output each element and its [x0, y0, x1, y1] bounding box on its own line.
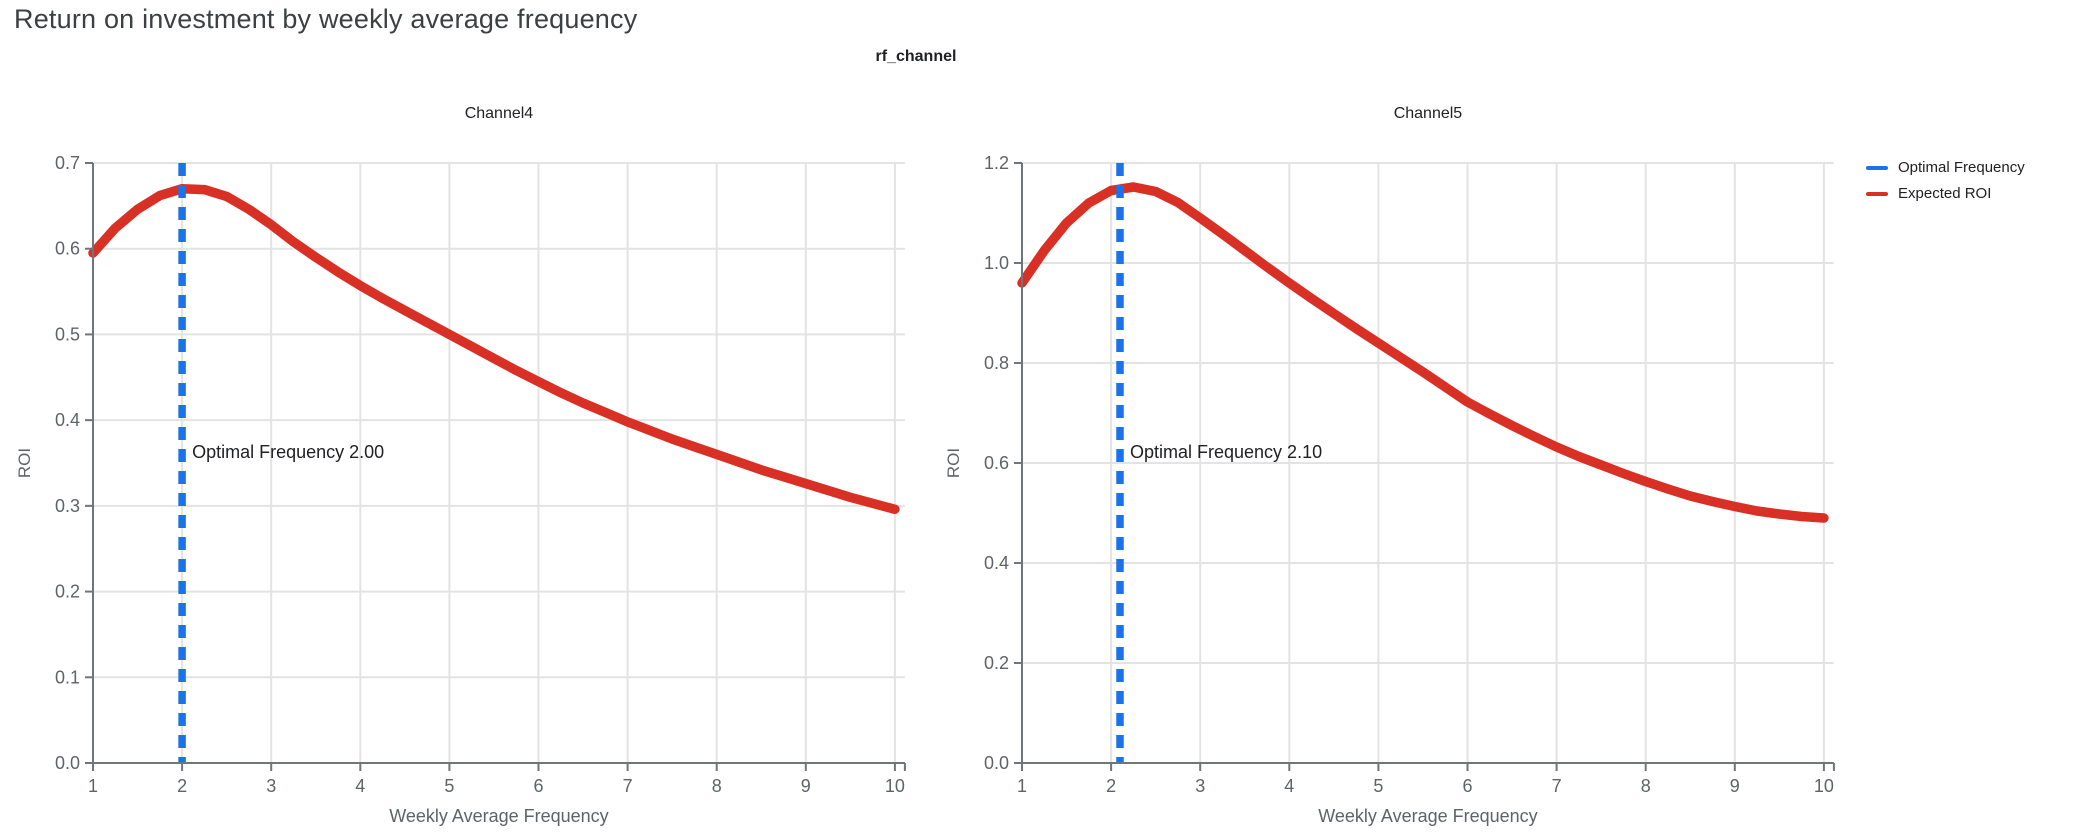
y-axis-title: ROI — [944, 448, 963, 478]
x-tick-label: 2 — [1106, 776, 1116, 796]
y-tick-label: 0.5 — [55, 324, 80, 344]
x-tick-label: 8 — [1641, 776, 1651, 796]
x-tick-label: 1 — [88, 776, 98, 796]
x-tick-label: 9 — [1730, 776, 1740, 796]
y-tick-label: 0.1 — [55, 667, 80, 687]
legend-item-optimal-frequency[interactable]: Optimal Frequency — [1866, 160, 2025, 175]
x-tick-label: 6 — [1462, 776, 1472, 796]
x-tick-label: 7 — [1552, 776, 1562, 796]
y-tick-label: 1.0 — [984, 253, 1009, 273]
y-tick-label: 0.0 — [984, 753, 1009, 773]
x-axis-title: Weekly Average Frequency — [1318, 806, 1537, 826]
y-tick-label: 0.2 — [55, 582, 80, 602]
x-tick-label: 5 — [1373, 776, 1383, 796]
expected-roi-swatch-icon — [1866, 191, 1888, 196]
x-tick-label: 3 — [266, 776, 276, 796]
x-axis-title: Weekly Average Frequency — [389, 806, 608, 826]
x-tick-label: 2 — [177, 776, 187, 796]
page-title: Return on investment by weekly average f… — [14, 4, 638, 34]
x-tick-label: 5 — [444, 776, 454, 796]
x-tick-label: 6 — [533, 776, 543, 796]
y-tick-label: 0.3 — [55, 496, 80, 516]
legend-item-expected-roi[interactable]: Expected ROI — [1866, 186, 2025, 201]
y-tick-label: 0.2 — [984, 653, 1009, 673]
x-tick-label: 7 — [623, 776, 633, 796]
expected-roi-curve — [88, 183, 900, 515]
chart-channel5: 0.0 0.2 0.4 0.6 0.8 1.0 1.2 1 2 3 4 5 6 7 8 9 10 Channel5… — [944, 105, 1835, 826]
x-tick-label: 4 — [1284, 776, 1294, 796]
x-tick-label: 1 — [1017, 776, 1027, 796]
legend: Optimal Frequency Expected ROI — [1866, 160, 2025, 201]
facet-group-title: rf_channel — [875, 48, 957, 65]
expected-roi-curve — [1017, 182, 1829, 523]
y-tick-label: 0.4 — [55, 410, 80, 430]
x-tick-label: 8 — [712, 776, 722, 796]
x-tick-label: 9 — [801, 776, 811, 796]
chart-channel4: 0.0 0.1 0.2 0.3 0.4 0.5 0.6 0.7 1 2 3 4 5 6 7 8 9 10 Chann… — [15, 105, 906, 826]
optimal-frequency-annotation: Optimal Frequency 2.10 — [1130, 442, 1322, 462]
x-tick-label: 10 — [885, 776, 905, 796]
chart-title: Channel4 — [465, 105, 534, 122]
y-tick-label: 1.2 — [984, 153, 1009, 173]
x-tick-label: 10 — [1814, 776, 1834, 796]
x-tick-label: 4 — [355, 776, 365, 796]
optimal-frequency-annotation: Optimal Frequency 2.00 — [192, 442, 384, 462]
legend-label-expected-roi: Expected ROI — [1898, 185, 1992, 202]
y-tick-label: 0.0 — [55, 753, 80, 773]
y-tick-label: 0.6 — [55, 239, 80, 259]
y-tick-label: 0.8 — [984, 353, 1009, 373]
legend-label-optimal-frequency: Optimal Frequency — [1898, 159, 2025, 176]
x-tick-label: 3 — [1195, 776, 1205, 796]
y-tick-label: 0.7 — [55, 153, 80, 173]
chart-title: Channel5 — [1394, 105, 1463, 122]
y-axis-title: ROI — [15, 448, 34, 478]
y-tick-label: 0.4 — [984, 553, 1009, 573]
y-tick-label: 0.6 — [984, 453, 1009, 473]
optimal-frequency-swatch-icon — [1866, 165, 1888, 170]
